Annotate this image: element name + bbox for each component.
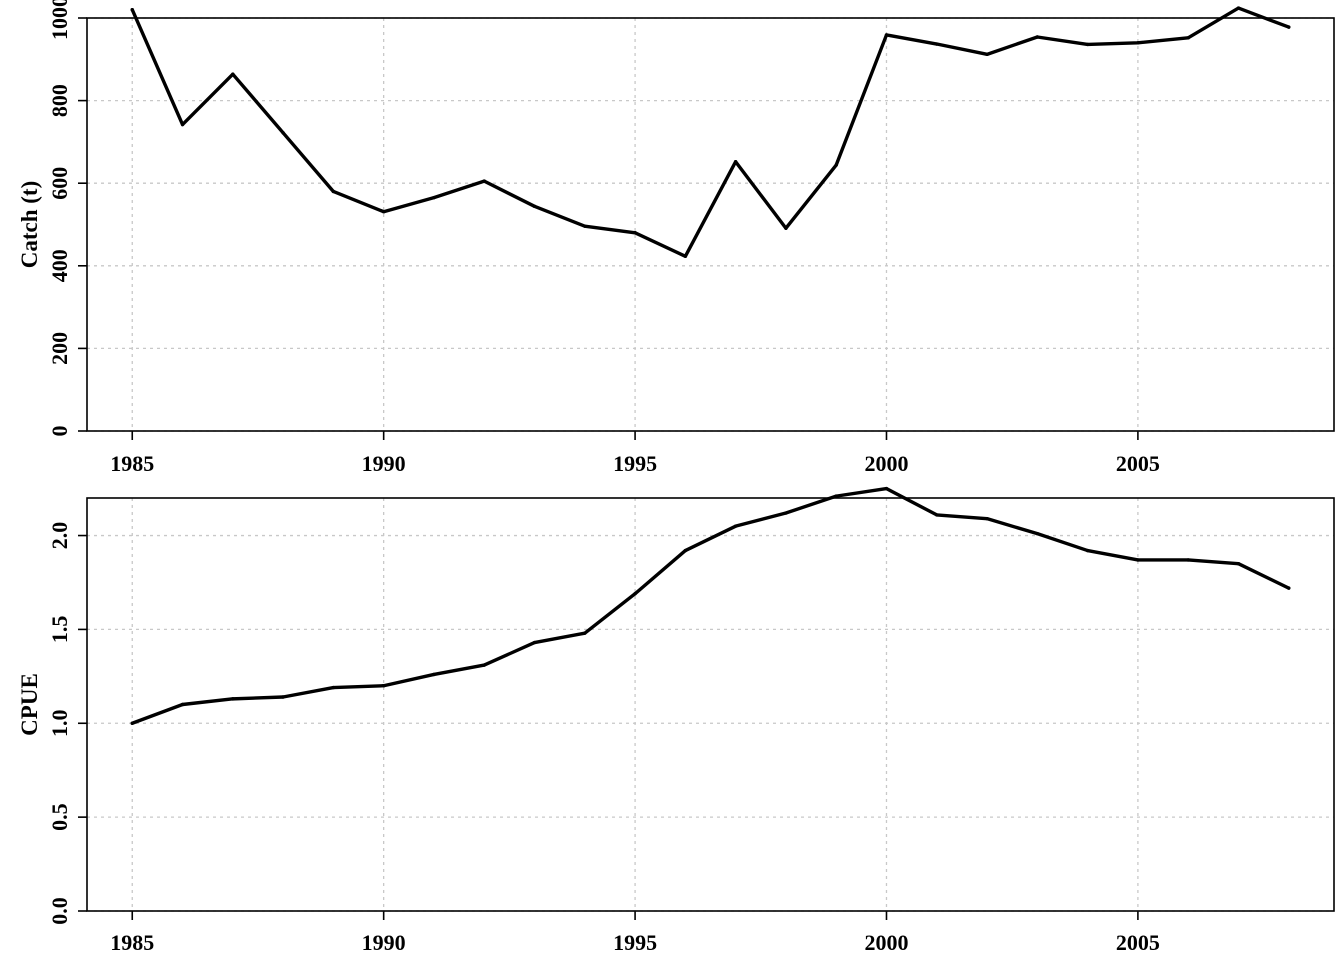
cpue-data-point [532,640,537,645]
catch-x-tick-label: 1990 [362,451,406,476]
cpue-data-point [784,511,788,515]
catch-series-line [130,6,1291,258]
catch-y-axis-title: Catch (t) [17,181,42,269]
catch-x-tick-label: 1985 [110,451,154,476]
catch-data-point [935,42,939,46]
cpue-data-point [1035,531,1040,536]
cpue-x-tick-label: 2000 [864,930,908,955]
cpue-data-point [180,702,185,707]
catch-y-tick-label: 1000 [47,0,72,40]
cpue-data-point [884,486,889,491]
catch-data-point [281,131,285,135]
catch-x-tick-label: 2000 [864,451,908,476]
cpue-data-point [1085,548,1090,553]
cpue-data-point [331,685,336,690]
catch-data-point [331,189,336,194]
catch-data-point [633,231,637,235]
catch-data-point [784,226,788,230]
catch-data-point [432,195,436,200]
cpue-data-point [834,494,838,498]
catch-y-tick-label: 400 [47,249,72,282]
cpue-data-point [1236,562,1241,566]
catch-x-tick-label: 1995 [613,451,657,476]
cpue-data-point [130,721,134,725]
catch-data-point [231,72,235,76]
catch-data-point [482,179,486,183]
cpue-x-tick-label: 1990 [362,930,406,955]
catch-y-tick-label: 0 [47,426,72,437]
catch-data-point [1186,36,1190,40]
catch-data-point [381,209,386,214]
cpue-panel: 1985 1990 1995 2000 2005 0.0 0.5 1.0 1.5 2.0 CPUE [17,486,1335,955]
cpue-y-axis-title: CPUE [17,673,42,736]
cpue-y-tick-label: 0.0 [47,897,72,925]
cpue-data-point [381,684,386,688]
cpue-plot-frame [86,497,1335,912]
catch-data-point [583,224,587,228]
catch-data-point [130,8,134,12]
catch-data-point [985,52,989,57]
cpue-data-point [432,672,436,677]
cpue-data-point [1136,558,1140,562]
catch-panel: 1985 1990 1995 2000 2005 0 200 400 600 800 1000 Cat… [17,0,1335,476]
catch-data-point [1085,42,1090,47]
catch-data-point [1136,41,1140,45]
cpue-data-point [583,631,587,635]
cpue-y-tick-label: 0.5 [47,803,72,831]
cpue-x-tick-label: 1995 [613,930,657,955]
cpue-data-point [1186,558,1190,562]
cpue-x-tick-label: 1985 [110,930,154,955]
cpue-data-point [683,548,688,553]
catch-y-tick-label: 200 [47,332,72,365]
cpue-data-point [1287,586,1291,590]
catch-data-point [532,204,537,209]
catch-data-point [1236,6,1241,10]
catch-data-point [834,163,838,167]
cpue-data-point [633,592,637,596]
catch-y-tick-label: 800 [47,84,72,117]
cpue-data-point [985,516,989,521]
catch-y-tick-label: 600 [47,167,72,200]
cpue-data-point [281,695,285,699]
cpue-y-tick-label: 2.0 [47,522,72,550]
catch-data-point [180,122,185,127]
cpue-series-line [130,486,1291,725]
cpue-data-point [733,524,738,528]
catch-data-point [733,160,738,164]
catch-x-tick-label: 2005 [1116,451,1160,476]
cpue-y-tick-label: 1.5 [47,616,72,644]
cpue-data-point [935,513,939,517]
catch-data-point [884,33,889,37]
cpue-y-tick-label: 1.0 [47,710,72,738]
catch-plot-frame [86,17,1335,432]
catch-data-point [1035,35,1040,39]
catch-data-point [1287,25,1291,29]
catch-data-point [683,254,688,259]
cpue-x-tick-label: 2005 [1116,930,1160,955]
cpue-data-point [482,663,486,667]
cpue-data-point [231,697,235,701]
